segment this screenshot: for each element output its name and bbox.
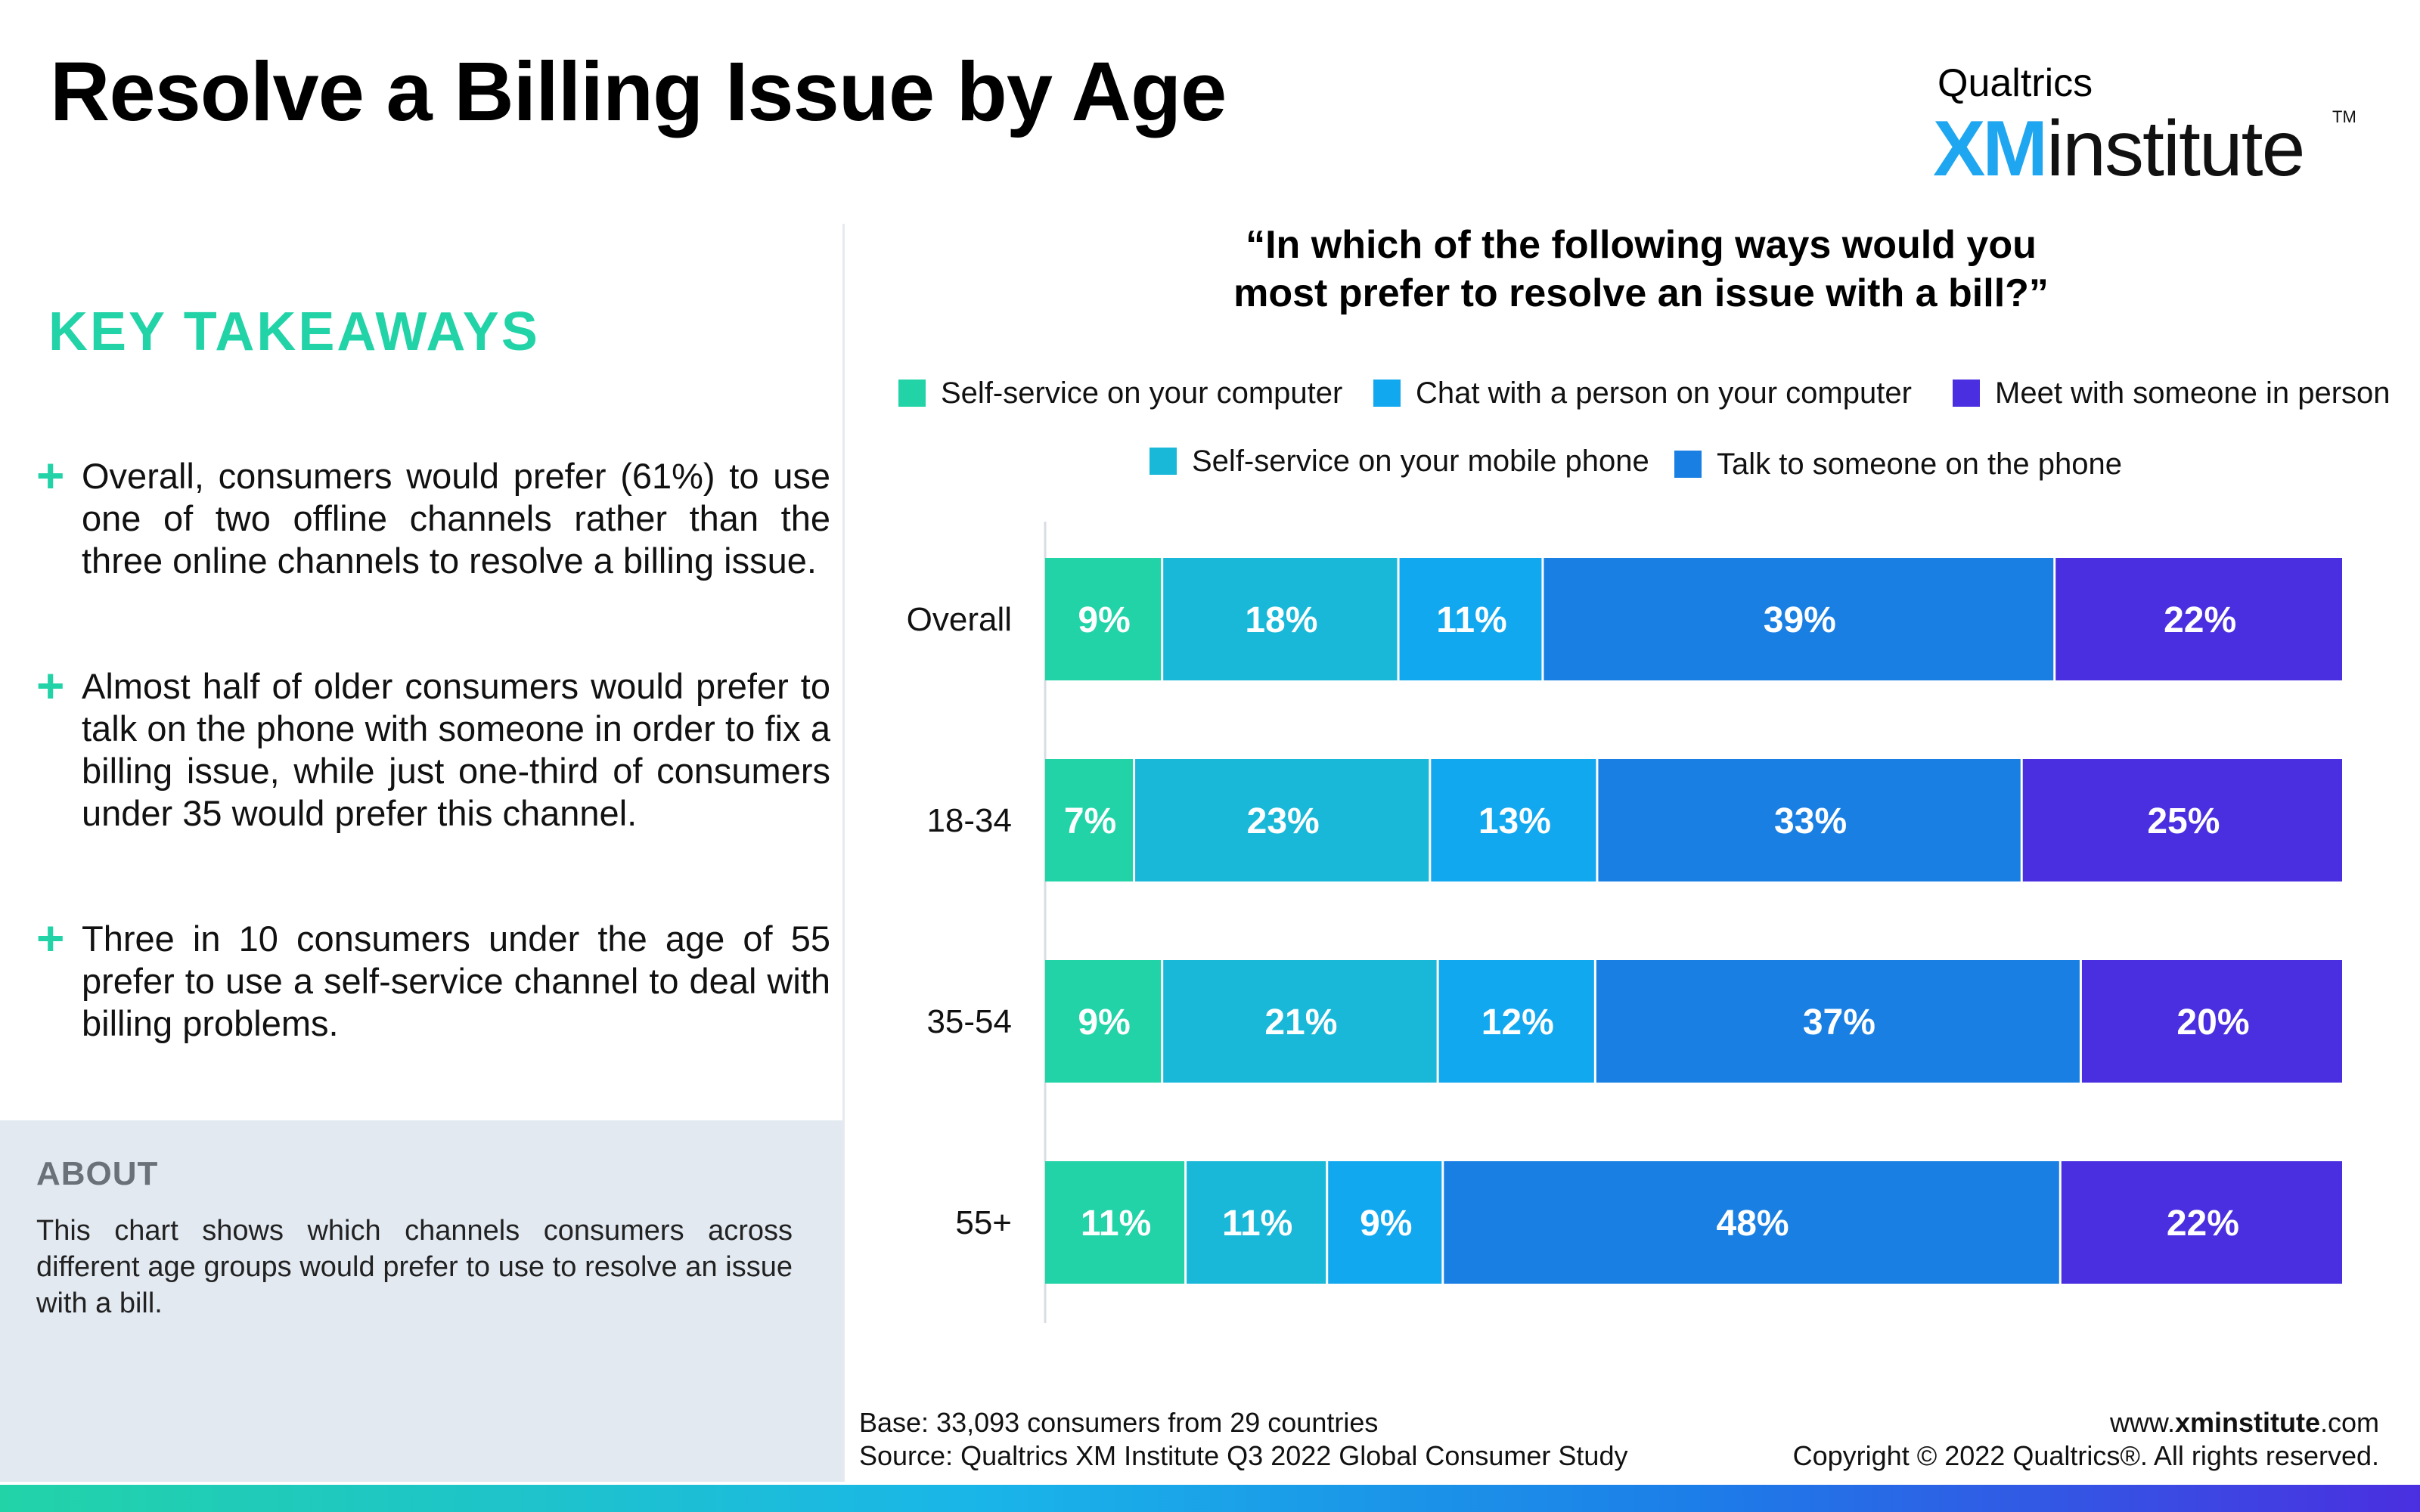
takeaway-text: Overall, consumers would prefer (61%) to… [82, 456, 830, 581]
data-label: 18% [1245, 600, 1317, 640]
about-body: This chart shows which channels consumer… [36, 1215, 793, 1319]
data-label: 25% [2147, 801, 2220, 841]
legend-label: Talk to someone on the phone [1717, 447, 2122, 481]
data-label: 13% [1478, 801, 1551, 841]
bar-segment [2061, 1161, 2342, 1284]
legend-swatch [1953, 380, 1980, 407]
bar-segment [1163, 960, 1437, 1083]
logo-qualtrics-text: Qualtrics [1938, 61, 2093, 105]
footer-source-line: Source: Qualtrics XM Institute Q3 2022 G… [859, 1440, 1628, 1471]
data-label: 33% [1774, 801, 1847, 841]
bar-segment [1045, 1161, 1185, 1284]
footer-website[interactable]: www.xminstitute.com [2109, 1407, 2379, 1438]
data-label: 11% [1081, 1204, 1151, 1244]
panel-divider [842, 224, 845, 1482]
bar-segment [1045, 558, 1162, 680]
bar-segment [1399, 558, 1542, 680]
data-label: 22% [2167, 1204, 2239, 1244]
bar-segment [2055, 558, 2342, 680]
legend-label: Self-service on your computer [941, 376, 1343, 410]
bar-segment [1163, 558, 1398, 680]
about-panel: ABOUT This chart shows which channels co… [0, 1120, 842, 1482]
bar-segment [1187, 1161, 1326, 1284]
bar-segment [2081, 960, 2342, 1083]
category-label: 55+ [955, 1204, 1012, 1241]
plus-icon: + [36, 658, 65, 713]
legend-label: Self-service on your mobile phone [1192, 444, 1649, 478]
logo-institute-text: institute [2046, 105, 2305, 193]
qualtrics-xm-institute-logo: Qualtrics XM institute TM [1933, 60, 2356, 193]
plus-icon: + [36, 911, 65, 965]
bar-segment [1444, 1161, 2059, 1284]
category-label: Overall [907, 601, 1012, 638]
bar-segment [1328, 1161, 1442, 1284]
footer-copyright-line: Copyright © 2022 Qualtrics®. All rights … [1792, 1440, 2379, 1471]
plus-icon: + [36, 448, 65, 503]
bar-segment [1438, 960, 1594, 1083]
legend-item-chat-computer: Chat with a person on your computer [1373, 375, 1912, 411]
bar-segment [2022, 759, 2342, 881]
data-label: 20% [2176, 1002, 2249, 1043]
data-label: 7% [1064, 801, 1116, 841]
category-label: 18-34 [926, 802, 1012, 839]
data-label: 12% [1481, 1002, 1554, 1043]
legend-swatch [1150, 448, 1177, 475]
bar-segment [1596, 960, 2080, 1083]
bar-segment [1135, 759, 1429, 881]
footer-copyright: www.xminstitute.com Copyright © 2022 Qua… [1793, 1406, 2379, 1473]
data-label: 9% [1360, 1204, 1412, 1244]
data-label: 9% [1078, 600, 1130, 640]
page-title: Resolve a Billing Issue by Age [50, 45, 1227, 138]
chart-title: “In which of the following ways would yo… [923, 221, 2360, 318]
bottom-gradient-bar [0, 1485, 2420, 1512]
logo-xm-text: XM [1933, 105, 2048, 193]
data-label: 11% [1436, 600, 1506, 640]
legend-item-meet-in-person: Meet with someone in person [1953, 375, 2391, 411]
data-label: 39% [1764, 600, 1836, 640]
legend-label: Chat with a person on your computer [1416, 376, 1912, 410]
chart-title-line-1: “In which of the following ways would yo… [1246, 223, 2037, 267]
takeaway-text: Almost half of older consumers would pre… [82, 666, 830, 833]
bar-segment [1045, 960, 1162, 1083]
legend-swatch [1674, 451, 1702, 478]
data-label: 11% [1222, 1204, 1292, 1244]
bar-segment [1544, 558, 2054, 680]
legend-swatch [898, 380, 926, 407]
about-heading: ABOUT [36, 1155, 159, 1192]
footer-base: Base: 33,093 consumers from 29 countries [859, 1407, 1379, 1438]
category-label: 35-54 [926, 1003, 1012, 1040]
data-label: 9% [1078, 1002, 1130, 1043]
data-label: 37% [1803, 1002, 1876, 1043]
data-label: 21% [1264, 1002, 1337, 1043]
legend-swatch [1373, 380, 1401, 407]
chart-title-line-2: most prefer to resolve an issue with a b… [1233, 271, 2049, 315]
takeaway-text: Three in 10 consumers under the age of 5… [82, 919, 830, 1043]
data-label: 22% [2164, 600, 2236, 640]
key-takeaways-heading: KEY TAKEAWAYS [48, 302, 540, 362]
data-label: 23% [1247, 801, 1320, 841]
legend-item-self-service-computer: Self-service on your computer [898, 375, 1342, 411]
data-label: 48% [1717, 1204, 1789, 1244]
bar-segment [1045, 759, 1134, 881]
bar-segment [1431, 759, 1596, 881]
bar-segment [1598, 759, 2021, 881]
logo-trademark: TM [2332, 107, 2356, 126]
legend-item-self-service-mobile: Self-service on your mobile phone [1150, 443, 1649, 479]
legend-item-talk-on-phone: Talk to someone on the phone [1674, 446, 2122, 482]
legend-label: Meet with someone in person [1995, 376, 2391, 410]
footer-source: Base: 33,093 consumers from 29 countries… [859, 1406, 1627, 1473]
